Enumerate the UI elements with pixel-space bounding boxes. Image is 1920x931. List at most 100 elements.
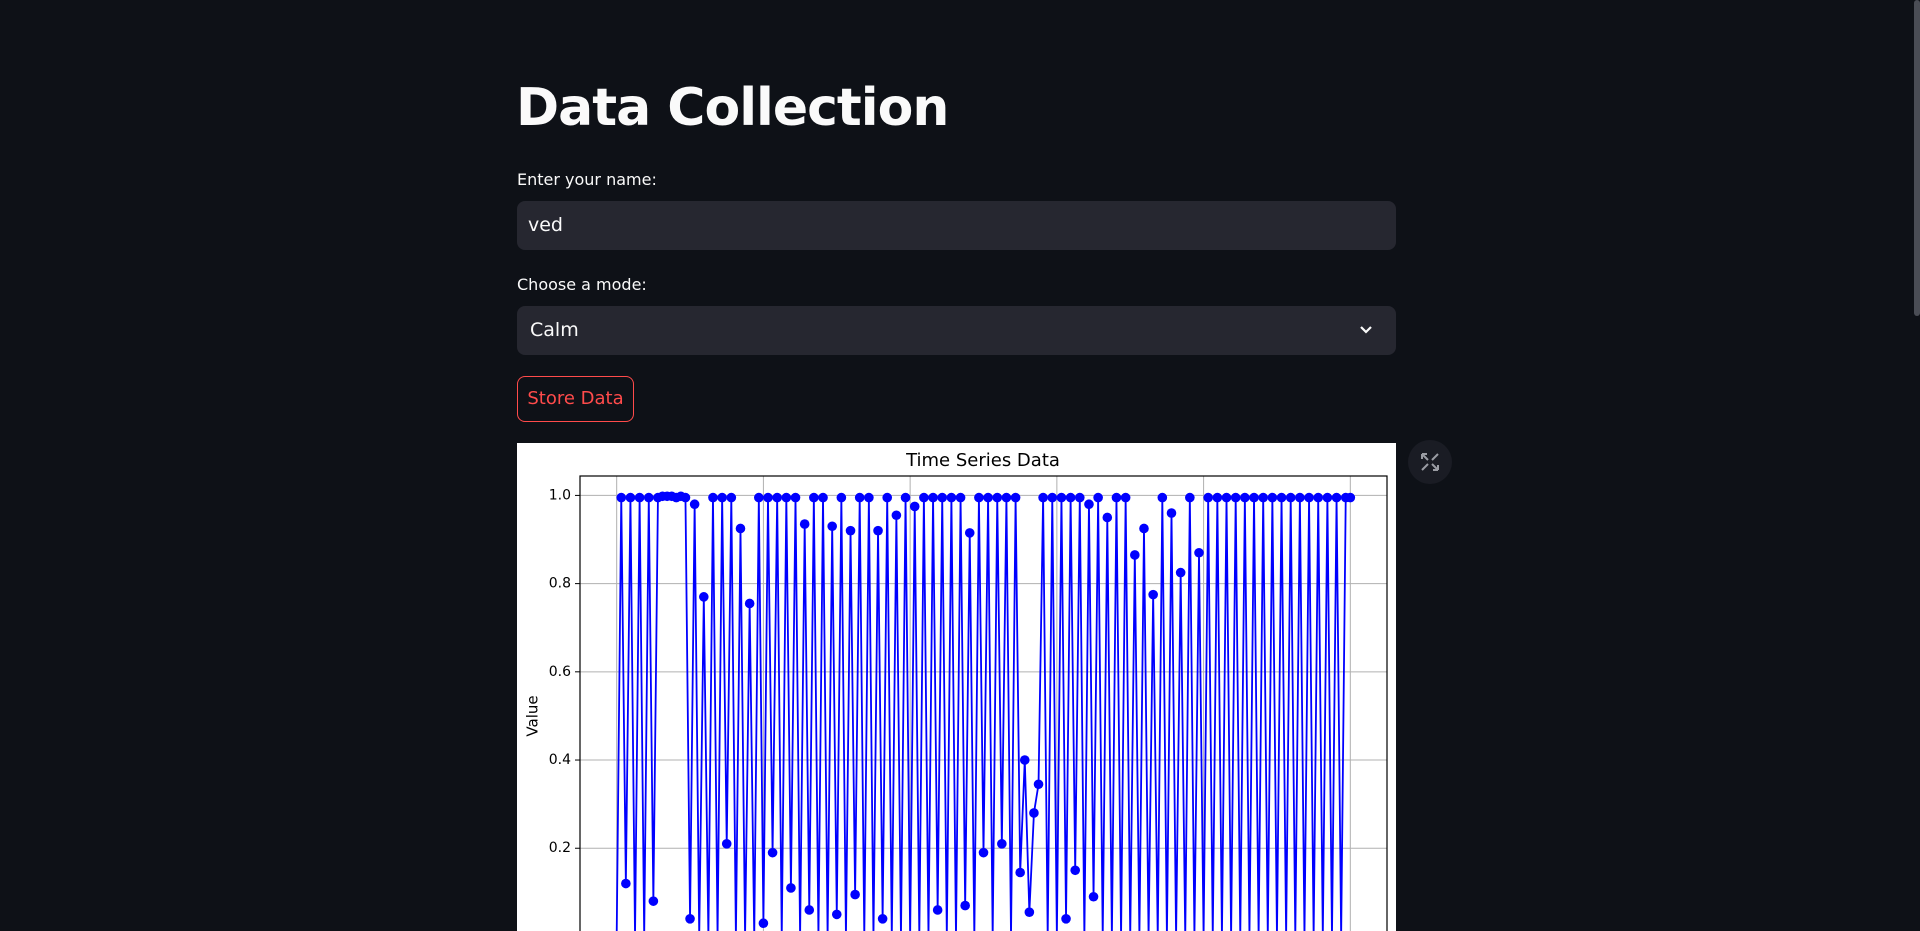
- point: [864, 492, 874, 503]
- point: [1047, 492, 1058, 503]
- point: [1139, 523, 1149, 534]
- point: [1258, 492, 1268, 503]
- chart-image: Time Series Data Value 0.2 0.4 0.6 0.8 1.0: [517, 443, 1396, 931]
- point: [1203, 492, 1213, 503]
- point: [643, 492, 654, 503]
- point: [1185, 492, 1195, 503]
- point: [744, 598, 755, 609]
- chart: Time Series Data Value 0.2 0.4 0.6 0.8 1.0: [524, 450, 1388, 931]
- point: [1015, 867, 1025, 878]
- point: [1120, 492, 1131, 503]
- point: [648, 896, 659, 906]
- point: [1038, 492, 1048, 503]
- point: [960, 900, 970, 911]
- point: [1331, 492, 1342, 503]
- point: [818, 492, 828, 503]
- point: [1033, 779, 1044, 790]
- point: [928, 492, 938, 503]
- point: [1285, 492, 1296, 503]
- point: [689, 499, 700, 510]
- point: [983, 492, 993, 503]
- point: [1001, 492, 1012, 503]
- point: [1074, 492, 1085, 503]
- point: [1267, 492, 1278, 503]
- point: [919, 492, 929, 503]
- point: [717, 492, 727, 503]
- point: [1322, 492, 1333, 503]
- point: [1304, 492, 1314, 503]
- y-tick-label: 0.4: [549, 752, 571, 768]
- point: [799, 519, 810, 529]
- mode-select[interactable]: Calm: [517, 306, 1396, 355]
- page-title: Data Collection: [516, 78, 949, 138]
- point: [845, 525, 856, 536]
- y-axis-label: Value: [524, 695, 542, 736]
- point: [831, 909, 842, 920]
- point: [909, 501, 920, 512]
- axes-frame: [579, 475, 1388, 931]
- point: [1102, 512, 1113, 523]
- point: [946, 492, 957, 503]
- point: [809, 492, 819, 503]
- point: [634, 492, 645, 503]
- point: [877, 914, 888, 924]
- point: [836, 492, 847, 503]
- point: [1295, 492, 1305, 503]
- point: [1084, 499, 1094, 510]
- point: [726, 492, 737, 503]
- point: [790, 492, 801, 503]
- point: [1029, 808, 1039, 818]
- point: [974, 492, 984, 503]
- point: [1345, 492, 1356, 503]
- y-tick-label: 0.8: [549, 576, 571, 592]
- point: [699, 592, 709, 602]
- point: [680, 492, 691, 503]
- point: [804, 905, 815, 915]
- point: [1157, 492, 1168, 503]
- point: [955, 492, 966, 503]
- point: [621, 878, 631, 889]
- scrollbar[interactable]: [1914, 0, 1920, 316]
- point: [758, 918, 769, 929]
- name-label: Enter your name:: [517, 170, 657, 189]
- point: [1070, 865, 1081, 876]
- point: [1249, 492, 1259, 503]
- point: [1111, 492, 1122, 503]
- point: [850, 889, 860, 900]
- point: [735, 523, 746, 534]
- point: [721, 839, 732, 849]
- point: [1221, 492, 1232, 503]
- point: [854, 492, 865, 503]
- point: [992, 492, 1003, 503]
- point: [937, 492, 948, 503]
- point: [1056, 492, 1067, 503]
- point: [754, 492, 764, 503]
- point: [1276, 492, 1287, 503]
- point: [1061, 914, 1071, 924]
- point: [997, 839, 1007, 849]
- point: [625, 492, 636, 503]
- point: [1010, 492, 1021, 503]
- point: [891, 510, 902, 521]
- point: [772, 492, 782, 503]
- series-line: [615, 495, 1351, 931]
- point: [827, 521, 837, 532]
- point: [1313, 492, 1324, 503]
- y-tick-label: 1.0: [549, 487, 571, 503]
- point: [1019, 755, 1030, 765]
- point: [978, 847, 989, 858]
- point: [873, 525, 883, 536]
- point: [786, 883, 796, 893]
- expand-icon: [1421, 453, 1439, 471]
- name-input[interactable]: ved: [517, 201, 1396, 250]
- point: [685, 914, 695, 924]
- point: [1230, 492, 1241, 503]
- store-button[interactable]: Store Data: [517, 376, 634, 422]
- fullscreen-button[interactable]: [1408, 440, 1452, 484]
- point: [1212, 492, 1223, 503]
- point: [1148, 589, 1158, 600]
- point: [781, 492, 792, 503]
- point: [1024, 907, 1035, 917]
- y-tick-label: 0.2: [549, 840, 571, 856]
